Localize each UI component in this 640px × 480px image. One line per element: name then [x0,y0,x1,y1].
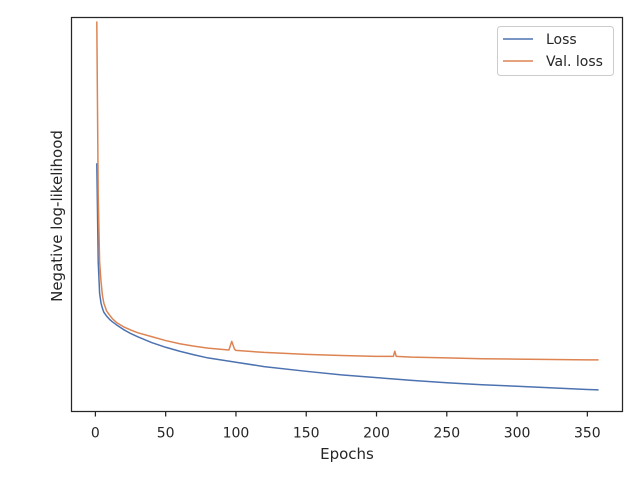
x-tick-label: 350 [574,426,601,442]
legend: Loss Val. loss [497,26,614,76]
x-tick-label: 100 [223,426,250,442]
series-line-loss [96,163,599,391]
x-tick-label: 0 [91,426,100,442]
x-tick-label: 150 [293,426,320,442]
y-axis-label: Negative log-likelihood [48,130,66,302]
x-tick-label: 200 [363,426,390,442]
plot-area-background [71,17,623,412]
plot-frame [70,16,624,413]
x-tick-label: 50 [157,426,175,442]
x-axis-ticks: 0 50 100 150 200 250 300 350 [91,411,601,442]
series-line-val-loss [96,21,599,361]
legend-label-loss: Loss [546,32,577,48]
x-tick-label: 300 [504,426,531,442]
x-axis-label: Epochs [320,445,374,463]
legend-label-val-loss: Val. loss [546,54,603,70]
x-tick-label: 250 [433,426,460,442]
series-layer [96,21,599,391]
